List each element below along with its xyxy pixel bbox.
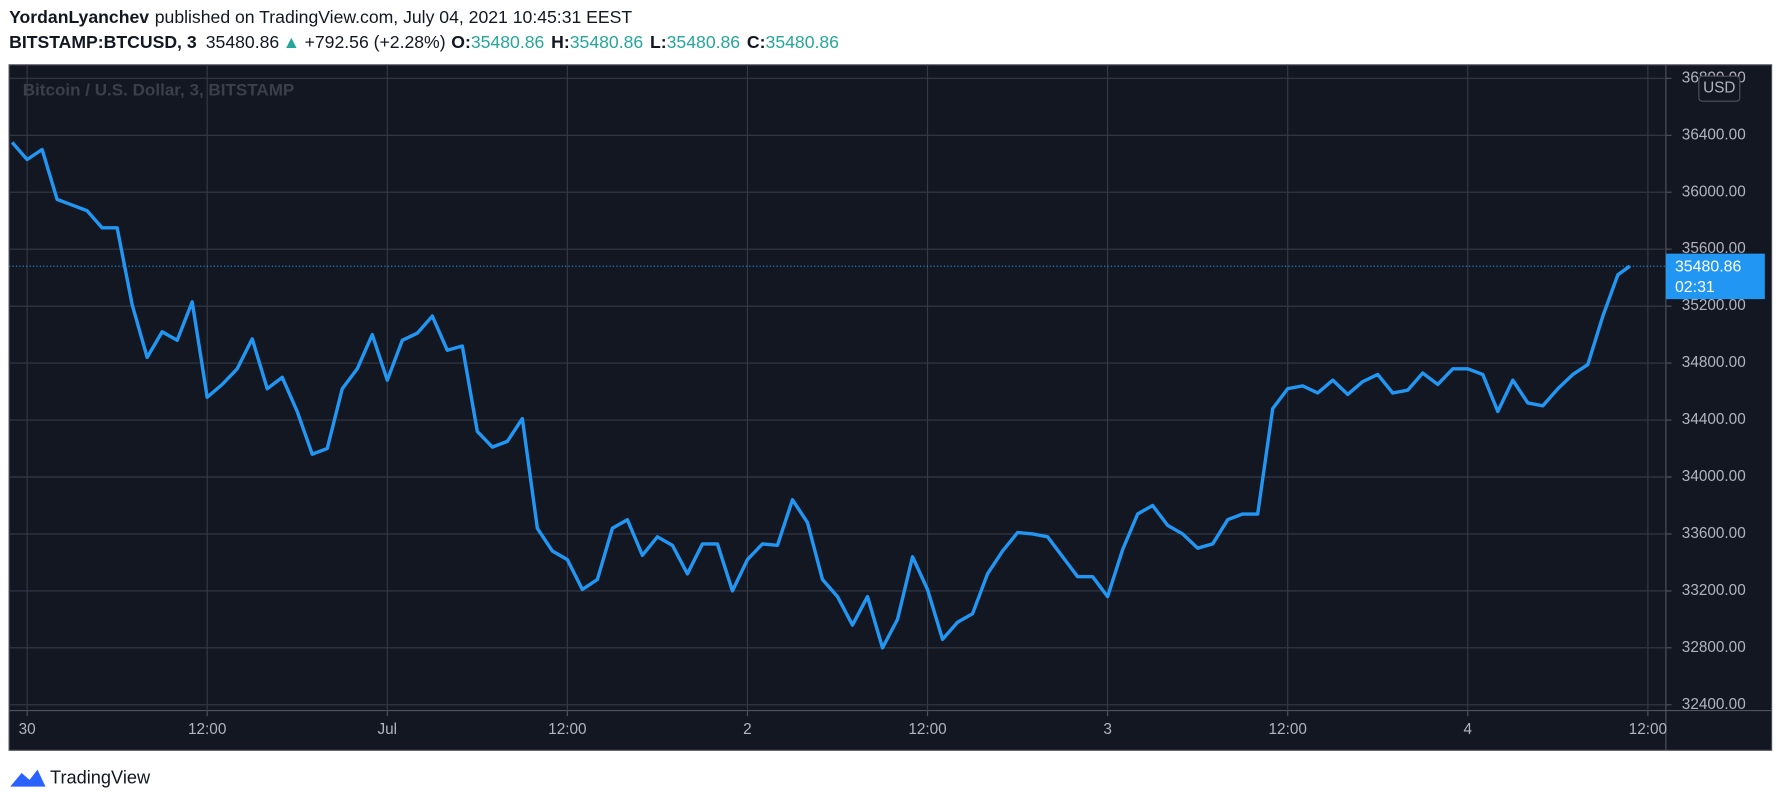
symbol: BITSTAMP:BTCUSD, 3 [9,32,197,52]
x-tick-label: 12:00 [1269,721,1307,738]
published: published on TradingView.com, July 04, 2… [155,7,633,27]
ohlc-label: C: [747,32,766,52]
quote-line: BITSTAMP:BTCUSD, 3 35480.86 ▲ +792.56 (+2.2… [9,32,839,52]
ohlc-value: 35480.86 [570,32,644,52]
chart-title: Bitcoin / U.S. Dollar, 3, BITSTAMP [23,80,295,99]
ohlc-value: 35480.86 [766,32,840,52]
y-tick-label: 34400.00 [1682,411,1746,428]
y-tick-label: 36000.00 [1682,183,1746,200]
logo [10,769,46,787]
price-line [10,141,1631,650]
change: +792.56 (+2.28%) [305,32,446,52]
currency: USD [1703,80,1735,97]
ohlc-value: 35480.86 [667,32,741,52]
last-price-label: 35480.86 [1675,258,1742,275]
x-tick-label: 12:00 [1629,721,1667,738]
x-tick-label: 2 [743,721,752,738]
y-tick-label: 33200.00 [1682,582,1746,599]
author: YordanLyanchev [9,7,149,27]
y-tick-label: 33600.00 [1682,525,1746,542]
currency-box[interactable] [1698,75,1741,102]
publish-line: YordanLyanchev published on TradingView.c… [9,7,632,27]
y-tick-label: 34000.00 [1682,468,1746,485]
x-tick-label: 12:00 [188,721,226,738]
y-tick-label: 35200.00 [1682,297,1746,314]
x-tick-label: 12:00 [548,721,586,738]
y-tick-label: 34800.00 [1682,354,1746,371]
x-tick-label: 12:00 [908,721,946,738]
x-tick-label: 30 [19,721,36,738]
x-tick-label: 4 [1464,721,1473,738]
ohlc-label: H: [551,32,570,52]
price: 35480.86 [206,32,280,52]
x-tick-label: 3 [1103,721,1112,738]
ohlc-value: 35480.86 [471,32,545,52]
ohlc-label: L: [650,32,667,52]
y-tick-label: 36400.00 [1682,126,1746,143]
y-tick-label: 32800.00 [1682,639,1746,656]
brand: TradingView [50,768,151,788]
countdown: 02:31 [1675,279,1715,296]
ohlc-label: O: [451,32,471,52]
arrow: ▲ [283,32,300,52]
y-tick-label: 32400.00 [1682,696,1746,713]
y-tick-label: 35600.00 [1682,240,1746,257]
logo-icon [10,769,46,787]
x-tick-label: Jul [377,721,397,738]
last-price-box [1665,253,1765,300]
